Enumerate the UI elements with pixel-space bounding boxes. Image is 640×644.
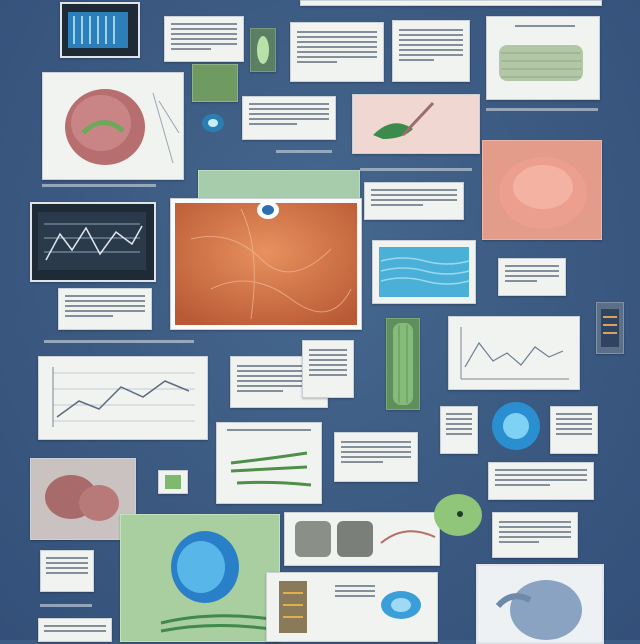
leaf-icon [165,475,181,489]
text-card-7 [498,258,566,296]
green-stalk [386,318,420,410]
tissue-card [482,140,602,240]
chart-icon [38,212,146,270]
organ-card-lower [30,458,136,540]
cell-icon [256,200,280,220]
leaf-chip [250,28,276,72]
plant-diagram-card [216,422,322,504]
text-card-1 [164,16,244,62]
plant-icon [373,101,435,139]
caption-bar [40,604,92,607]
microscope-slide-icon [279,581,421,633]
plant-card [352,94,480,154]
leaf-chip-small [158,470,188,494]
tissue-texture-card [486,16,600,100]
text-card-15 [40,550,94,592]
specimen-card-bottom [266,572,438,642]
organ-frame-bottom [476,564,604,644]
caption-bar [486,108,598,111]
text-card-16 [38,618,112,642]
dissection-card [284,512,440,566]
tissue-sample-icon [499,157,587,229]
caption-bar [42,184,156,187]
text-card-11 [550,406,598,454]
tissue-sample-icon [499,45,583,81]
tissue-sample-icon [295,521,436,557]
organ-card [42,72,184,180]
text-card-4 [242,96,336,140]
organ-icon [65,89,180,165]
text-card-12 [334,432,418,482]
caption-bar [276,150,332,153]
chart-icon [52,367,195,427]
top-strip [300,0,602,6]
green-texture [192,64,238,102]
central-tissue-image [170,198,362,330]
cell-icon [200,112,226,134]
text-card-9 [302,340,354,398]
text-card-10 [440,406,478,454]
plant-icon [230,451,312,487]
organ-icon [495,580,582,640]
text-card-13 [488,462,594,500]
specimen-vial [596,302,624,354]
text-card-3 [392,20,470,82]
water-icon [379,247,470,297]
chart-icon [460,327,569,380]
caption-bar [44,340,194,343]
microscope-slide-icon [601,309,619,347]
leaf-icon [257,36,269,64]
text-card-14 [492,512,578,558]
dark-chart-card [30,202,156,282]
organ-icon [45,475,119,521]
caption-bar [360,168,472,171]
device-icon [68,12,128,48]
line-chart-card [38,356,208,440]
text-card-5 [364,182,464,220]
tissue-sample-icon [175,203,357,325]
text-card-6 [58,288,152,330]
blue-water-card [372,240,476,304]
green-panel-bottom [120,514,280,642]
cell-icon [432,492,484,538]
leaf-icon [393,323,413,405]
chart-card-right [448,316,580,390]
device-thumbnail [60,2,140,58]
cell-icon [160,531,272,633]
cell-icon [490,400,542,452]
text-card-2 [290,22,384,82]
